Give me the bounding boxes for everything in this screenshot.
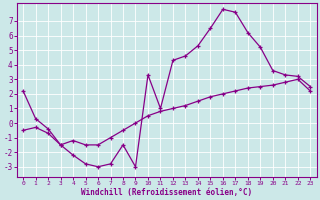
X-axis label: Windchill (Refroidissement éolien,°C): Windchill (Refroidissement éolien,°C) [81,188,252,197]
